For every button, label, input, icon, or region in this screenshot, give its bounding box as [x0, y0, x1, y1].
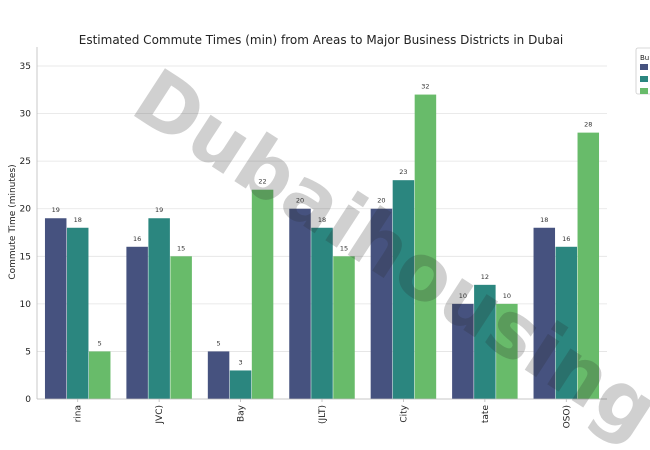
bar	[370, 208, 393, 399]
bar	[126, 246, 148, 399]
y-tick-label: 0	[25, 395, 31, 405]
legend-title: Bu	[640, 54, 649, 62]
bar	[577, 132, 600, 399]
y-tick-label: 20	[20, 205, 32, 215]
x-tick-label: City	[399, 404, 409, 422]
bar-data-label: 20	[377, 197, 385, 205]
bar-data-label: 10	[459, 292, 467, 300]
bar	[229, 370, 252, 399]
bar-data-label: 15	[340, 244, 348, 252]
bar	[311, 227, 333, 399]
bar	[414, 94, 437, 399]
bar	[452, 303, 474, 399]
bar-data-label: 18	[74, 216, 82, 224]
legend-swatch	[640, 64, 648, 70]
x-tick-label: OSO)	[562, 405, 572, 428]
bar-data-label: 16	[562, 235, 570, 243]
legend-swatch	[640, 88, 648, 94]
y-tick-label: 10	[20, 300, 32, 310]
x-tick-label: Bay	[237, 404, 247, 422]
y-tick-label: 35	[20, 62, 31, 72]
bar	[474, 284, 496, 399]
bar-data-label: 5	[217, 339, 221, 347]
bar-data-label: 18	[318, 216, 326, 224]
bar-data-label: 5	[98, 339, 102, 347]
x-tick-label: rina	[74, 405, 84, 422]
legend: Bu	[635, 47, 650, 95]
bar-data-label: 32	[421, 83, 429, 91]
bar-data-label: 22	[258, 178, 266, 186]
bar-data-label: 19	[52, 206, 60, 214]
bar	[251, 189, 274, 399]
x-tick-label: JVC)	[155, 405, 165, 425]
bar	[392, 180, 415, 399]
legend-box	[635, 47, 650, 95]
y-tick-label: 30	[20, 110, 32, 120]
y-tick-label: 5	[25, 347, 31, 357]
bar	[289, 208, 311, 399]
bar	[555, 246, 578, 399]
bars	[44, 94, 600, 399]
bar-data-label: 19	[155, 206, 163, 214]
bar-data-label: 28	[584, 121, 592, 129]
bar	[66, 227, 89, 399]
bar	[333, 256, 355, 399]
bar	[533, 227, 556, 399]
bar-data-label: 20	[296, 197, 304, 205]
bar	[496, 303, 518, 399]
data-labels: 19 18 5 16 19 15 5 3 22 20 18 15 20 23 32 10 12 10 18 16 28	[52, 83, 593, 367]
legend-swatch	[640, 76, 648, 82]
bar	[44, 218, 67, 399]
bar-data-label: 12	[481, 273, 489, 281]
chart-title: Estimated Commute Times (min) from Areas…	[79, 33, 564, 47]
x-tick-label: (JLT)	[318, 405, 328, 424]
y-tick-label: 25	[20, 157, 31, 167]
bar-data-label: 23	[399, 168, 407, 176]
bar	[88, 351, 111, 399]
y-axis-label: Commute Time (minutes)	[8, 164, 18, 279]
bar	[170, 256, 192, 399]
bar-data-label: 15	[177, 244, 185, 252]
x-tick-label: tate	[481, 405, 491, 424]
bar	[207, 351, 230, 399]
y-tick-label: 15	[20, 252, 31, 262]
bar-data-label: 18	[540, 216, 548, 224]
bar-data-label: 3	[239, 358, 243, 366]
bar-data-label: 10	[503, 292, 511, 300]
bar-data-label: 16	[133, 235, 141, 243]
bar	[148, 218, 170, 399]
